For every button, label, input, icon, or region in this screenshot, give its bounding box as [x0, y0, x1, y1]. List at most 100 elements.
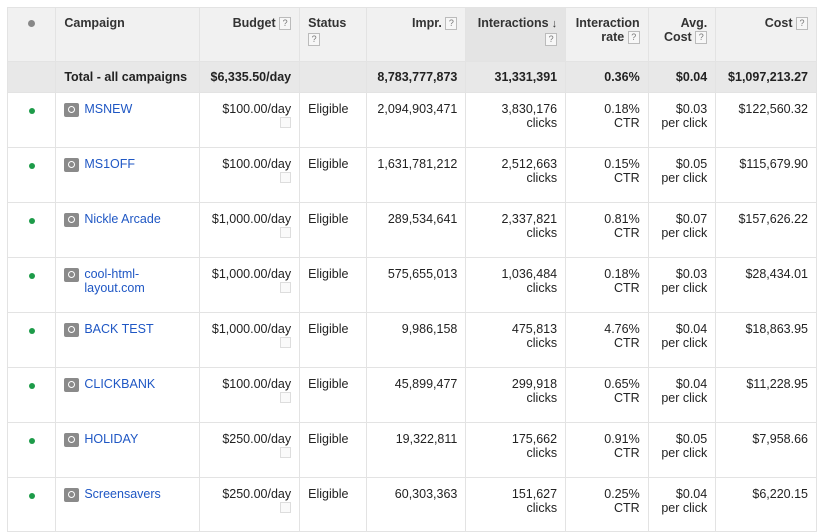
budget-cell: $100.00/day: [199, 92, 301, 148]
avg-cost-unit: per click: [661, 116, 708, 130]
status-dot-icon: [28, 493, 35, 499]
avg-cost-unit: per click: [661, 446, 708, 460]
header-campaign[interactable]: Campaign: [55, 7, 201, 62]
interactions-cell: 1,036,484 clicks: [465, 257, 567, 313]
campaign-link[interactable]: Screensavers: [84, 487, 161, 501]
total-empty-cell: [6, 61, 57, 93]
campaign-link[interactable]: cool-html-layout.com: [84, 267, 145, 295]
budget-edit-icon[interactable]: [280, 392, 292, 403]
status-dot-icon: [28, 273, 35, 279]
status-text: Eligible: [299, 147, 367, 203]
interactions-unit: clicks: [526, 391, 558, 405]
avg-cost-cell: $0.04 per click: [647, 477, 717, 532]
interactions-cell: 299,918 clicks: [465, 367, 567, 423]
header-status[interactable]: Status ?: [299, 7, 367, 62]
rate-cell: 0.15% CTR: [565, 147, 649, 203]
campaign-type-icon: [64, 323, 80, 337]
budget-cell: $250.00/day: [199, 477, 301, 532]
campaign-type-icon: [64, 268, 80, 282]
help-icon[interactable]: ?: [279, 17, 292, 31]
avg-cost-cell: $0.03 per click: [647, 92, 717, 148]
impr-value: 19,322,811: [365, 422, 467, 478]
header-status-dot[interactable]: [6, 7, 57, 62]
status-text: Eligible: [299, 477, 367, 532]
interactions-unit: clicks: [526, 501, 558, 515]
header-interactions[interactable]: Interactions ↓ ?: [465, 7, 567, 62]
campaign-link[interactable]: MS1OFF: [84, 157, 136, 171]
help-icon[interactable]: ?: [695, 31, 708, 45]
total-avg-cost: $0.04: [647, 61, 717, 93]
budget-edit-icon[interactable]: [280, 117, 292, 128]
rate-unit: CTR: [614, 226, 640, 240]
interactions-value: 1,036,484: [501, 267, 558, 281]
campaign-link[interactable]: HOLIDAY: [84, 432, 139, 446]
cost-value: $115,679.90: [715, 147, 817, 203]
budget-edit-icon[interactable]: [280, 447, 292, 458]
avg-cost-cell: $0.05 per click: [647, 422, 717, 478]
campaigns-table: Campaign Budget ? Status ? Impr. ? Inter…: [6, 7, 817, 532]
campaign-cell: BACK TEST: [55, 312, 201, 368]
status-dot-icon: [28, 438, 35, 444]
help-icon[interactable]: ?: [545, 33, 558, 47]
campaign-link[interactable]: CLICKBANK: [84, 377, 156, 391]
header-cost[interactable]: Cost ?: [715, 7, 817, 62]
interactions-value: 299,918: [511, 377, 558, 391]
interactions-value: 475,813: [511, 322, 558, 336]
avg-cost-cell: $0.04 per click: [647, 312, 717, 368]
interactions-cell: 475,813 clicks: [465, 312, 567, 368]
budget-edit-icon[interactable]: [280, 282, 292, 293]
campaign-link[interactable]: BACK TEST: [84, 322, 154, 336]
rate-value: 0.81%: [604, 212, 640, 226]
total-status: [299, 61, 367, 93]
rate-value: 0.65%: [604, 377, 640, 391]
sort-descending-icon: ↓: [551, 18, 558, 30]
table-row: MSNEW $100.00/day Eligible 2,094,903,471…: [6, 92, 817, 148]
campaign-link[interactable]: Nickle Arcade: [84, 212, 161, 226]
status-cell: [6, 312, 57, 368]
rate-cell: 0.25% CTR: [565, 477, 649, 532]
impr-value: 1,631,781,212: [365, 147, 467, 203]
budget-cell: $100.00/day: [199, 147, 301, 203]
campaign-cell: MS1OFF: [55, 147, 201, 203]
help-icon[interactable]: ?: [627, 31, 640, 45]
budget-edit-icon[interactable]: [280, 502, 292, 513]
interactions-unit: clicks: [526, 116, 558, 130]
total-label: Total - all campaigns: [55, 61, 201, 93]
rate-unit: CTR: [614, 281, 640, 295]
avg-cost-unit: per click: [661, 171, 708, 185]
header-budget[interactable]: Budget ?: [199, 7, 301, 62]
status-cell: [6, 147, 57, 203]
budget-value: $1,000.00/day: [211, 267, 292, 281]
help-icon[interactable]: ?: [445, 17, 458, 31]
table-row: HOLIDAY $250.00/day Eligible 19,322,811 …: [6, 422, 817, 478]
rate-cell: 0.81% CTR: [565, 202, 649, 258]
interactions-unit: clicks: [526, 336, 558, 350]
interactions-unit: clicks: [526, 171, 558, 185]
status-cell: [6, 367, 57, 423]
table-row: MS1OFF $100.00/day Eligible 1,631,781,21…: [6, 147, 817, 203]
avg-cost-value: $0.05: [675, 432, 708, 446]
status-cell: [6, 477, 57, 532]
budget-edit-icon[interactable]: [280, 172, 292, 183]
budget-edit-icon[interactable]: [280, 337, 292, 348]
interactions-value: 2,337,821: [501, 212, 558, 226]
rate-cell: 0.18% CTR: [565, 92, 649, 148]
header-impr[interactable]: Impr. ?: [365, 7, 467, 62]
header-interaction-rate[interactable]: Interaction rate ?: [565, 7, 649, 62]
rate-value: 4.76%: [604, 322, 640, 336]
help-icon[interactable]: ?: [796, 17, 808, 31]
avg-cost-unit: per click: [661, 501, 708, 515]
impr-value: 289,534,641: [365, 202, 467, 258]
header-avg-cost[interactable]: Avg. Cost ?: [647, 7, 717, 62]
campaign-link[interactable]: MSNEW: [84, 102, 133, 116]
budget-edit-icon[interactable]: [280, 227, 292, 238]
cost-value: $157,626.22: [715, 202, 817, 258]
rate-unit: CTR: [614, 446, 640, 460]
table-row: Screensavers $250.00/day Eligible 60,303…: [6, 477, 817, 532]
campaign-type-icon: [64, 158, 80, 172]
campaign-type-icon: [64, 488, 80, 502]
help-icon[interactable]: ?: [308, 33, 321, 47]
cost-value: $6,220.15: [715, 477, 817, 532]
budget-cell: $250.00/day: [199, 422, 301, 478]
rate-unit: CTR: [614, 171, 640, 185]
